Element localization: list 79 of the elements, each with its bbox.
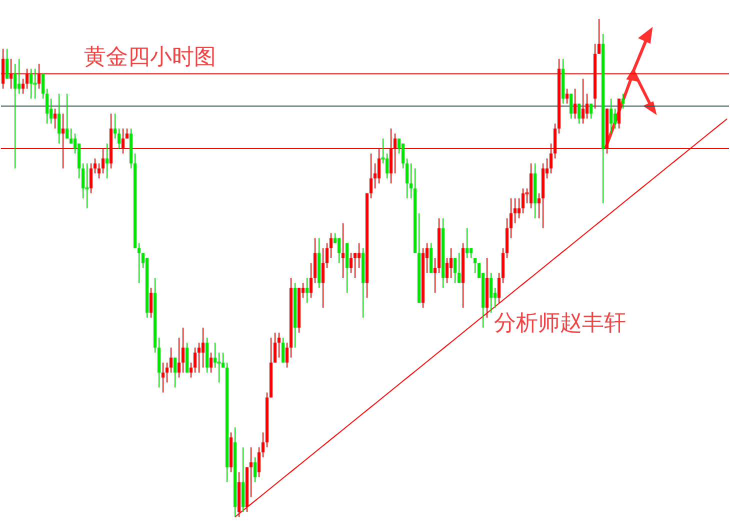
candlestick bbox=[278, 332, 280, 358]
candlestick bbox=[466, 228, 468, 259]
candlestick bbox=[330, 232, 332, 259]
candlestick bbox=[46, 88, 48, 124]
candlestick bbox=[18, 58, 20, 94]
candlestick bbox=[286, 342, 288, 368]
candlestick bbox=[410, 162, 412, 199]
candlestick bbox=[510, 198, 512, 239]
candlestick bbox=[458, 252, 460, 284]
candlestick bbox=[590, 103, 592, 120]
candlestick bbox=[574, 88, 576, 120]
candlestick bbox=[406, 158, 408, 199]
candlestick bbox=[174, 357, 176, 388]
candlestick bbox=[322, 248, 324, 308]
candlestick bbox=[370, 152, 372, 199]
candlestick bbox=[350, 252, 352, 274]
candlestick bbox=[586, 93, 588, 120]
candlestick bbox=[374, 162, 376, 189]
candlestick bbox=[566, 88, 568, 104]
candlestick bbox=[66, 93, 68, 140]
candlestick bbox=[454, 258, 456, 284]
candlestick bbox=[450, 248, 452, 278]
candlestick bbox=[310, 262, 312, 298]
candlestick bbox=[598, 18, 600, 54]
candlestick bbox=[262, 432, 264, 458]
candlestick bbox=[85, 162, 89, 209]
candlestick bbox=[22, 78, 24, 94]
candlestick bbox=[58, 93, 60, 144]
candlestick bbox=[106, 143, 108, 179]
candlestick bbox=[202, 327, 204, 368]
candlestick bbox=[98, 162, 100, 179]
candlestick bbox=[210, 352, 212, 374]
candlestick bbox=[538, 192, 540, 219]
candlestick bbox=[578, 103, 580, 124]
candlestick bbox=[274, 332, 276, 364]
candlestick bbox=[490, 272, 492, 314]
candlestick bbox=[446, 258, 448, 284]
candlestick bbox=[118, 128, 120, 149]
candlestick bbox=[514, 198, 516, 224]
candlestick bbox=[138, 242, 140, 284]
candlestick bbox=[498, 272, 500, 304]
candlestick bbox=[622, 93, 624, 110]
candlestick bbox=[434, 258, 436, 294]
candlestick bbox=[354, 252, 356, 278]
candlestick bbox=[470, 248, 472, 259]
candlestick bbox=[518, 198, 520, 219]
candlestick bbox=[570, 93, 572, 120]
text: 黄金四小时图 bbox=[84, 44, 216, 72]
candlestick bbox=[358, 242, 360, 268]
candlestick bbox=[342, 222, 344, 278]
candlestick bbox=[326, 242, 328, 268]
candlestick bbox=[474, 258, 476, 274]
candlestick bbox=[170, 347, 172, 374]
candlestick bbox=[198, 342, 200, 374]
candlestick bbox=[54, 108, 56, 130]
candlestick bbox=[582, 78, 584, 124]
candlestick bbox=[42, 73, 44, 100]
candlestick bbox=[94, 158, 96, 174]
candlestick bbox=[114, 113, 116, 140]
candlestick bbox=[150, 287, 152, 318]
candlestick bbox=[306, 277, 308, 304]
candlestick bbox=[190, 362, 192, 378]
candlestick bbox=[166, 362, 168, 384]
candlestick bbox=[258, 446, 260, 478]
candlestick bbox=[282, 337, 284, 364]
candlestick bbox=[254, 456, 256, 483]
candlestick bbox=[338, 238, 340, 264]
candlestick bbox=[182, 327, 184, 374]
candlestick bbox=[614, 108, 616, 130]
candlestick bbox=[250, 446, 252, 498]
candlestick bbox=[178, 337, 180, 378]
annotation: 分析师赵丰轩 bbox=[494, 310, 626, 338]
candlestick bbox=[194, 347, 196, 374]
candlestick bbox=[6, 48, 8, 80]
candlestick bbox=[162, 362, 164, 393]
candlestick bbox=[14, 63, 16, 169]
candlestick bbox=[610, 98, 612, 134]
candlestick bbox=[33, 68, 37, 100]
candlestick bbox=[90, 162, 92, 194]
